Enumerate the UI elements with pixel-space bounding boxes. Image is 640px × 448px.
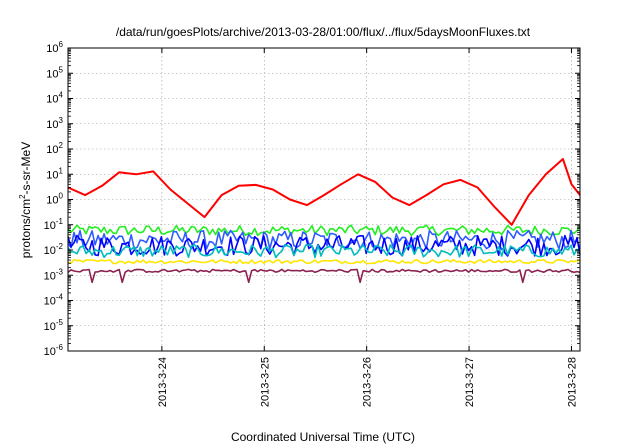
flux-series-line (67, 224, 581, 237)
y-tick-label: 103 (46, 116, 63, 131)
flux-series-line (67, 268, 581, 284)
y-tick-label: 101 (46, 166, 63, 181)
y-tick-label: 106 (46, 40, 63, 55)
y-tick-label: 10-6 (44, 343, 64, 358)
x-tick-labels: 2013-3-24 2013-3-25 2013-3-26 2013-3-27 2013… (157, 48, 578, 407)
flux-series-line (67, 258, 581, 265)
x-tick-label: 2013-3-26 (362, 357, 374, 407)
x-tick-label: 2013-3-24 (157, 357, 169, 407)
x-tick-label: 2013-3-25 (259, 357, 271, 407)
x-tick-label: 2013-3-27 (464, 357, 476, 407)
y-tick-label: 104 (46, 91, 63, 106)
y-tick-label: 105 (46, 65, 63, 80)
series-group (67, 158, 581, 284)
y-tick-label: 10-1 (44, 217, 64, 232)
chart-title: /data/run/goesPlots/archive/2013-03-28/0… (116, 25, 531, 39)
y-tick-label: 10-2 (44, 242, 64, 257)
y-tick-label: 10-5 (44, 318, 64, 333)
y-tick-label: 10-4 (44, 293, 64, 308)
y-tick-label: 10-3 (44, 267, 64, 282)
flux-series-line (67, 229, 581, 251)
x-tick-label: 2013-3-28 (566, 357, 578, 407)
grid-lines (68, 48, 580, 351)
y-axis-title: protons/cm2-s-sr-MeV (18, 142, 33, 258)
y-tick-label: 100 (46, 192, 63, 207)
x-axis-title: Coordinated Universal Time (UTC) (231, 430, 415, 444)
y-tick-labels: 106 105 104 103 102 101 100 10-1 10-2 10-3 10-4 10-… (44, 40, 580, 358)
flux-series-line (67, 158, 581, 226)
flux-series-line (67, 234, 581, 257)
flux-series-line (67, 243, 581, 259)
y-tick-label: 102 (46, 141, 63, 156)
